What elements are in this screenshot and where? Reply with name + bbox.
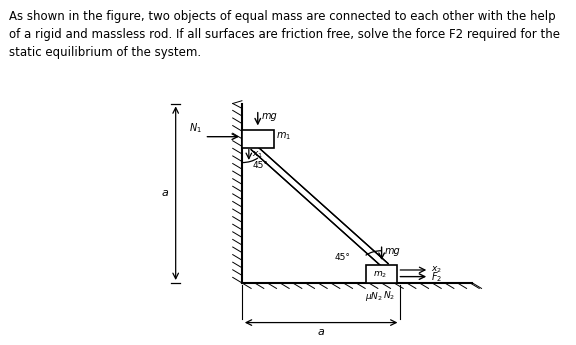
Text: 45°: 45° xyxy=(334,253,350,262)
Text: $N_1$: $N_1$ xyxy=(189,121,202,135)
Text: $a$: $a$ xyxy=(317,327,325,337)
Text: $F_2$: $F_2$ xyxy=(431,270,442,284)
Text: mg: mg xyxy=(385,246,401,256)
Bar xyxy=(366,265,397,283)
Text: 45°: 45° xyxy=(252,161,268,170)
Text: $m_1$: $m_1$ xyxy=(276,130,291,142)
Bar xyxy=(242,130,274,148)
Text: $a$: $a$ xyxy=(161,188,169,198)
Text: $x_2$: $x_2$ xyxy=(431,265,442,275)
Text: mg: mg xyxy=(262,111,277,121)
Text: As shown in the figure, two objects of equal mass are connected to each other wi: As shown in the figure, two objects of e… xyxy=(9,10,560,59)
Text: $m_2$: $m_2$ xyxy=(373,269,387,280)
Text: $\mu N_2$: $\mu N_2$ xyxy=(365,290,382,303)
Text: $x_1$: $x_1$ xyxy=(252,149,263,160)
Text: $N_2$: $N_2$ xyxy=(384,290,396,302)
